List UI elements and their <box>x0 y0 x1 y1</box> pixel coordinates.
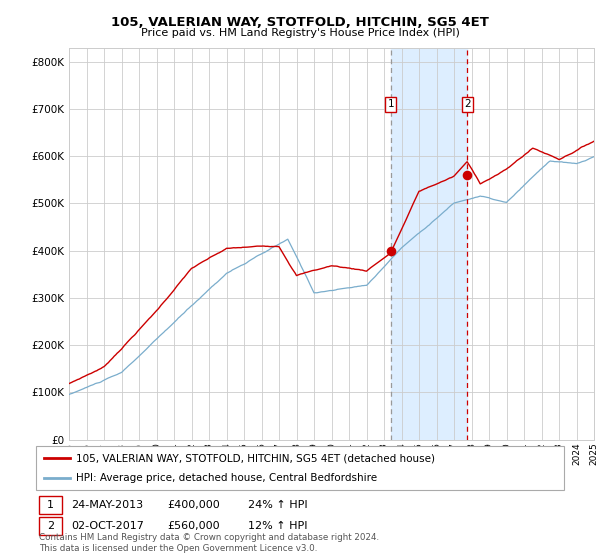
Text: 12% ↑ HPI: 12% ↑ HPI <box>248 521 307 531</box>
Text: 1: 1 <box>388 100 394 109</box>
Text: 2: 2 <box>464 100 470 109</box>
Text: Price paid vs. HM Land Registry's House Price Index (HPI): Price paid vs. HM Land Registry's House … <box>140 28 460 38</box>
Text: This data is licensed under the Open Government Licence v3.0.: This data is licensed under the Open Gov… <box>39 544 317 553</box>
Text: 24% ↑ HPI: 24% ↑ HPI <box>248 500 307 510</box>
Text: £560,000: £560,000 <box>167 521 220 531</box>
Text: 105, VALERIAN WAY, STOTFOLD, HITCHIN, SG5 4ET (detached house): 105, VALERIAN WAY, STOTFOLD, HITCHIN, SG… <box>76 453 434 463</box>
Text: £400,000: £400,000 <box>167 500 220 510</box>
Point <box>463 171 472 180</box>
Text: 105, VALERIAN WAY, STOTFOLD, HITCHIN, SG5 4ET: 105, VALERIAN WAY, STOTFOLD, HITCHIN, SG… <box>111 16 489 29</box>
Text: 2: 2 <box>47 521 54 531</box>
Text: 02-OCT-2017: 02-OCT-2017 <box>71 521 143 531</box>
Text: 1: 1 <box>47 500 54 510</box>
Point <box>386 246 395 255</box>
Text: 24-MAY-2013: 24-MAY-2013 <box>71 500 143 510</box>
Text: HPI: Average price, detached house, Central Bedfordshire: HPI: Average price, detached house, Cent… <box>76 473 377 483</box>
Bar <box>391 48 467 440</box>
Text: Contains HM Land Registry data © Crown copyright and database right 2024.: Contains HM Land Registry data © Crown c… <box>39 533 379 542</box>
